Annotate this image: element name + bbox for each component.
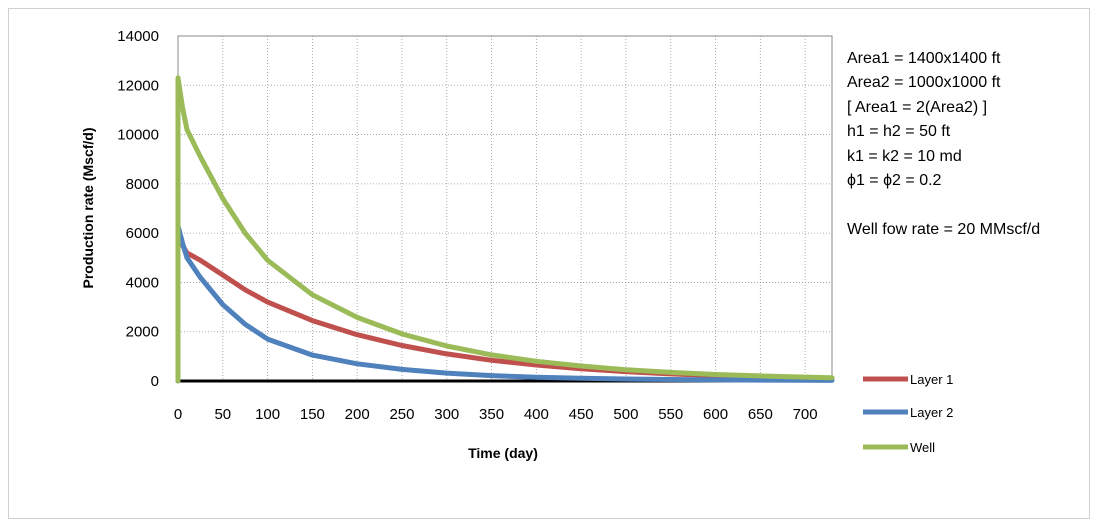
legend-label: Layer 1	[910, 372, 953, 387]
x-tick-label: 100	[255, 406, 280, 423]
y-tick-label: 4000	[126, 274, 159, 291]
y-axis-title: Production rate (Mscf/d)	[80, 127, 96, 288]
y-tick-labels: 0 2000 4000 6000 8000 10000 12000 14000	[117, 28, 159, 390]
y-tick-label: 14000	[117, 28, 159, 45]
x-tick-label: 250	[389, 406, 414, 423]
y-tick-label: 8000	[126, 176, 159, 193]
x-tick-label: 400	[524, 406, 549, 423]
grid	[177, 35, 833, 383]
x-tick-label: 50	[214, 406, 231, 423]
y-tick-label: 0	[151, 373, 159, 390]
annotation-line: Well fow rate = 20 MMscf/d	[847, 220, 1041, 238]
x-tick-label: 300	[434, 406, 459, 423]
annotation-box: Area1 = 1400x1400 ft Area2 = 1000x1000 f…	[847, 47, 1097, 242]
x-tick-label: 600	[703, 406, 728, 423]
x-tick-label: 150	[300, 406, 325, 423]
series-line-3	[175, 75, 835, 384]
plot-border	[177, 35, 833, 382]
x-tick-label: 550	[658, 406, 683, 423]
x-tick-label: 650	[748, 406, 773, 423]
annotation-line: Area1 = 1400x1400 ft	[847, 50, 1001, 67]
series-line-2	[175, 223, 835, 384]
legend-label: Layer 2	[910, 405, 953, 420]
annotation-spacer	[847, 193, 1097, 217]
x-tick-label: 500	[613, 406, 638, 423]
legend: Layer 1 Layer 2 Well	[863, 372, 953, 455]
x-tick-label: 450	[569, 406, 594, 423]
y-tick-label: 6000	[126, 225, 159, 242]
x-tick-labels: 0 50 100 150 200 250 300 350 400 450 500 550 600 650 7…	[174, 406, 818, 423]
x-tick-label: 350	[479, 406, 504, 423]
legend-label: Well	[910, 440, 935, 455]
x-axis-title: Time (day)	[468, 445, 538, 461]
annotation-line: ϕ1 = ϕ2 = 0.2	[847, 172, 942, 190]
annotation-line: k1 = k2 = 10 md	[847, 147, 962, 165]
x-tick-label: 700	[793, 406, 818, 423]
annotation-line: h1 = h2 = 50 ft	[847, 123, 951, 141]
y-tick-label: 10000	[117, 127, 159, 144]
annotation-line: [ Area1 = 2(Area2) ]	[847, 98, 988, 116]
x-tick-label: 200	[345, 406, 370, 423]
y-tick-label: 12000	[117, 77, 159, 94]
annotation-line: Area2 = 1000x1000 ft	[847, 74, 1001, 92]
series-lines	[175, 75, 835, 384]
x-tick-label: 0	[174, 406, 182, 423]
y-tick-label: 2000	[126, 324, 159, 341]
